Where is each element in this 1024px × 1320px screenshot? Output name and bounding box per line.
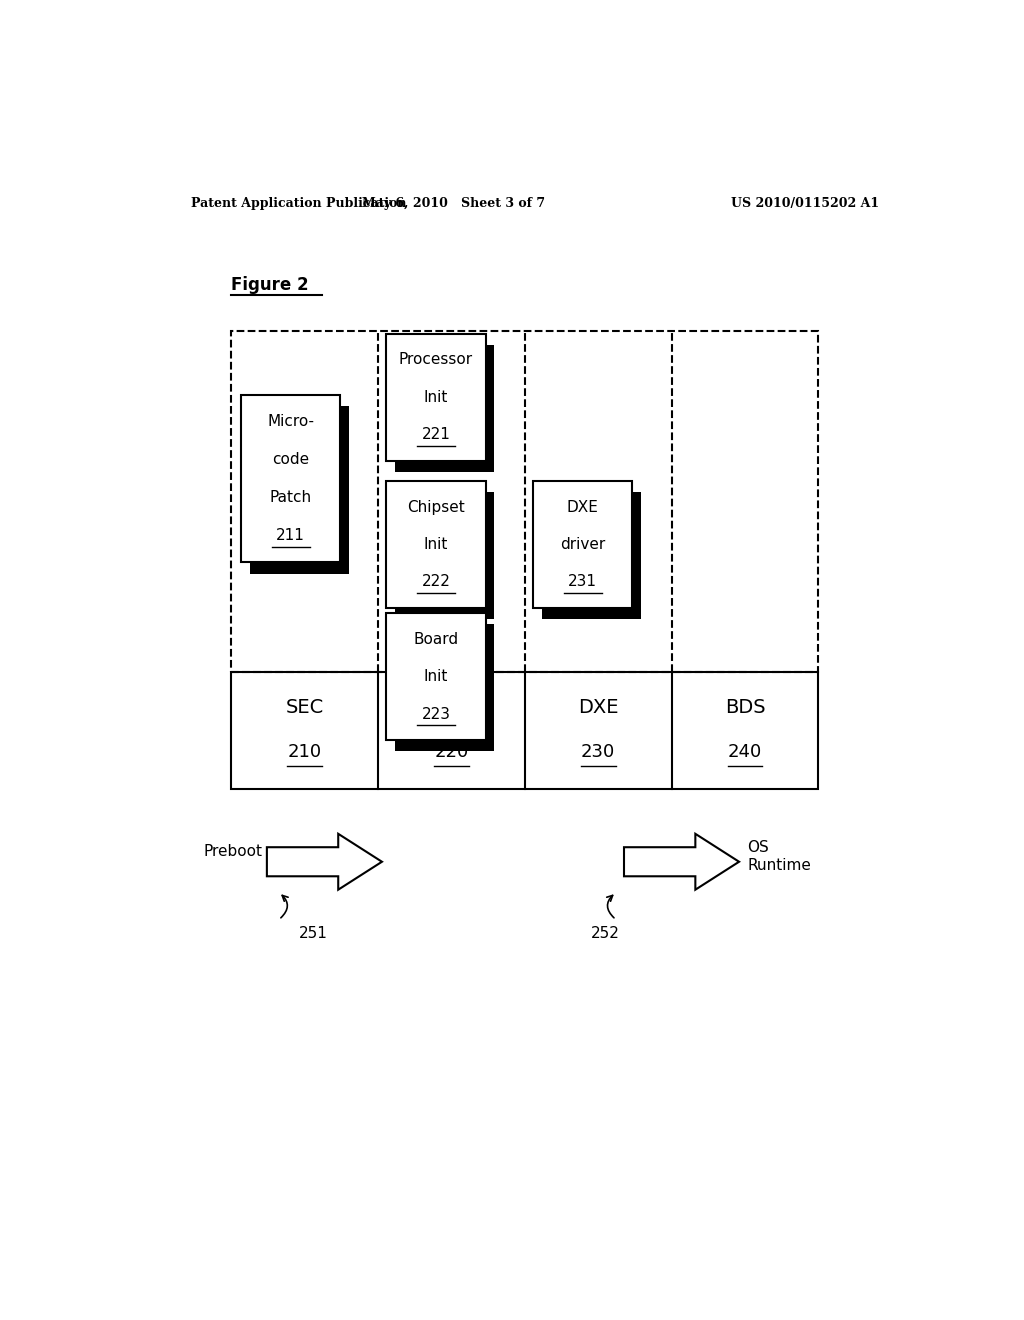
Text: Figure 2: Figure 2	[231, 276, 309, 294]
Bar	[542, 492, 641, 619]
Text: 223: 223	[422, 706, 451, 722]
Text: Processor: Processor	[399, 352, 473, 367]
Text: PEI: PEI	[436, 698, 466, 717]
Polygon shape	[624, 834, 739, 890]
Text: DXE: DXE	[578, 698, 618, 717]
Bar	[231, 331, 818, 672]
Text: 220: 220	[434, 743, 469, 762]
Text: SEC: SEC	[286, 698, 324, 717]
Bar	[250, 405, 349, 574]
Bar	[241, 395, 340, 562]
Text: Init: Init	[424, 389, 449, 405]
Bar	[386, 480, 485, 609]
Text: Chipset: Chipset	[408, 500, 465, 515]
Text: Micro-: Micro-	[267, 414, 314, 429]
Polygon shape	[267, 834, 382, 890]
Bar	[395, 624, 495, 751]
Text: Preboot: Preboot	[204, 843, 263, 859]
Text: BDS: BDS	[725, 698, 765, 717]
Text: May 6, 2010   Sheet 3 of 7: May 6, 2010 Sheet 3 of 7	[361, 197, 545, 210]
Text: OS
Runtime: OS Runtime	[748, 841, 811, 873]
Text: DXE: DXE	[567, 500, 599, 515]
Text: Board: Board	[414, 632, 459, 647]
Text: 240: 240	[728, 743, 762, 762]
Text: 251: 251	[299, 925, 328, 941]
Bar	[386, 334, 485, 461]
Text: 222: 222	[422, 574, 451, 590]
Text: Patch: Patch	[269, 490, 311, 506]
Text: 221: 221	[422, 428, 451, 442]
Text: US 2010/0115202 A1: US 2010/0115202 A1	[731, 197, 880, 210]
Text: Init: Init	[424, 669, 449, 684]
Text: 210: 210	[288, 743, 322, 762]
Text: 211: 211	[276, 528, 305, 544]
Bar	[395, 492, 495, 619]
Bar	[386, 614, 485, 741]
Text: Init: Init	[424, 537, 449, 552]
Text: 230: 230	[581, 743, 615, 762]
Text: Patent Application Publication: Patent Application Publication	[191, 197, 407, 210]
Text: 252: 252	[591, 925, 620, 941]
Text: code: code	[272, 451, 309, 467]
Text: 231: 231	[568, 574, 597, 590]
Bar	[534, 480, 633, 609]
Bar	[395, 345, 495, 473]
Bar	[231, 672, 818, 788]
Text: driver: driver	[560, 537, 605, 552]
